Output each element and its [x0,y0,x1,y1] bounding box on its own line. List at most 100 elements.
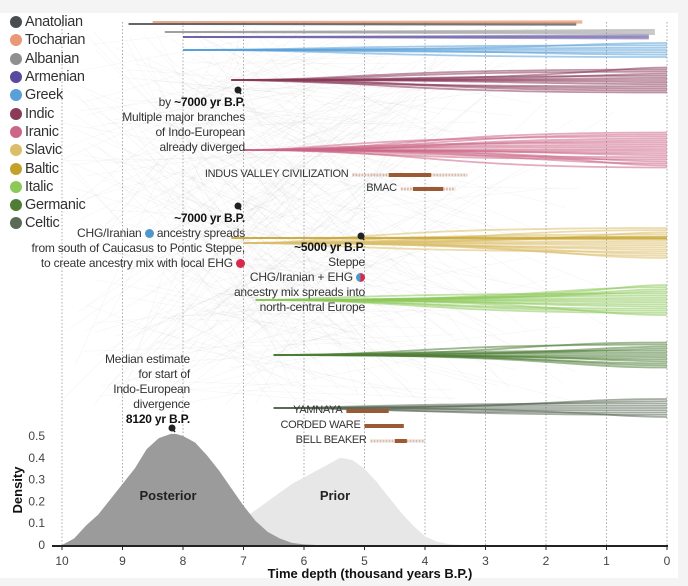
haze-line [205,71,528,332]
branch-armenian [182,36,649,40]
branch-anatolian [128,23,577,26]
haze-line [125,40,263,317]
haze-line [106,25,484,224]
haze-line [82,154,230,186]
branch-albanian [164,31,655,35]
haze-line [131,86,316,126]
annotation-line: of Indo-European [155,125,245,139]
haze-line [105,67,385,246]
haze-line [151,49,444,383]
branch-indic [231,79,668,94]
x-tick-label: 10 [55,554,69,568]
density-plot [62,433,462,545]
haze-line [114,90,350,396]
branch-iranic [243,149,668,169]
haze-line [206,352,336,385]
y-tick-label: 0.3 [28,473,45,487]
haze-line [109,26,257,317]
haze-line [70,170,312,417]
legend-item-greek: Greek [10,86,85,104]
haze-line [81,109,311,219]
haze-line [140,234,357,353]
haze-line [236,260,393,321]
haze-line [118,76,270,92]
haze-line [167,112,378,137]
x-tick-label: 3 [482,554,489,568]
haze-line [184,62,410,64]
haze-line [100,326,374,387]
haze-line [189,114,567,208]
legend-item-anatolian: Anatolian [10,13,85,31]
archaeology-label: BELL BEAKER [295,434,367,446]
pin-tail [237,89,242,95]
haze-line [153,79,373,198]
legend-label: Celtic [25,215,60,232]
x-tick-label: 2 [543,554,550,568]
legend-item-indic: Indic [10,104,85,122]
legend-swatch [10,125,22,138]
haze-line [93,112,331,405]
legend-label: Italic [25,178,54,195]
archaeology-label: INDUS VALLEY CIVILIZATION [204,168,349,180]
haze-line [216,135,510,388]
legend-swatch [10,89,22,102]
x-tick-label: 9 [119,554,126,568]
haze-line [97,382,279,397]
annotation-line: north-central Europe [259,300,366,314]
haze-line [190,32,316,94]
annotation-text: to create ancestry mix with local EHG [40,256,233,270]
haze-line [177,57,426,282]
haze-line [172,141,504,321]
branch-slavic [243,242,668,259]
haze-line [118,29,243,410]
haze-line [241,104,605,326]
haze-line [110,209,255,219]
annotation-line: CHG/Iranian ancestry spreads [20,226,245,241]
y-axis-title: Density [10,466,25,514]
haze-line [226,257,354,264]
legend-swatch [10,107,22,120]
x-tick-label: 4 [422,554,429,568]
haze-line [156,124,382,225]
haze-line [95,48,460,409]
haze-line [68,65,447,330]
haze-line [152,89,399,144]
haze-line [218,39,461,138]
haze-line [87,142,376,304]
haze-line [250,153,486,219]
annotation-date: ~7000 yr B.P. [174,95,245,109]
prior-area [231,457,462,545]
mixed-ancestry-dot-icon [356,273,365,282]
haze-line [107,114,351,367]
branch-baltic [231,237,668,240]
x-tick-label: 5 [361,554,368,568]
haze-line [97,225,355,356]
haze-line [164,114,311,370]
posterior-area [62,433,317,545]
haze-line [178,84,477,304]
haze-line [75,40,243,72]
legend-swatch [10,16,22,29]
branch-greek [182,49,668,58]
haze-line [64,155,336,162]
haze-line [69,163,281,412]
haze-line [200,233,347,332]
haze-line [156,69,399,331]
haze-line [106,122,324,124]
prior-label: Prior [320,488,350,503]
haze-line [139,301,448,363]
legend-label: Slavic [25,142,62,159]
legend-item-slavic: Slavic [10,141,85,159]
haze-line [137,124,339,390]
haze-line [150,310,359,393]
haze-line [152,121,477,126]
haze-line [185,119,508,285]
legend-label: Greek [25,87,63,104]
haze-line [108,105,377,229]
haze-line [162,129,512,306]
pin-tail [171,427,176,433]
haze-line [230,326,560,369]
haze-line [187,278,358,336]
haze-line [159,296,485,387]
